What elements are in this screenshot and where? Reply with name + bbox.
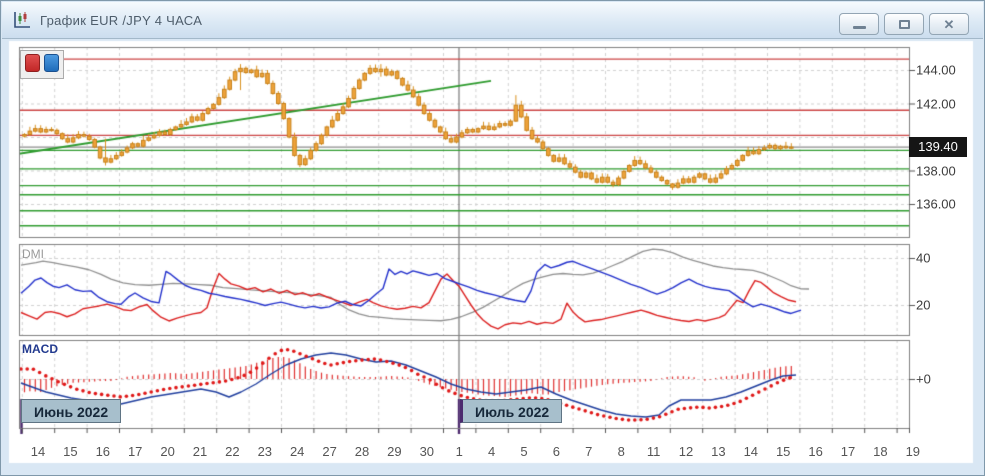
- date-axis-label: 8: [617, 444, 625, 459]
- date-axis-label: 4: [487, 444, 496, 459]
- date-axis-label: 22: [225, 444, 240, 459]
- price-axis-label: 144.00: [916, 62, 956, 78]
- date-axis-label: 7: [585, 444, 593, 459]
- candlestick-chart-icon: [12, 10, 32, 30]
- red-square-tool-button[interactable]: [25, 54, 40, 72]
- restore-button[interactable]: [884, 13, 924, 35]
- restore-icon: [898, 19, 910, 29]
- price-axis-label: 138.00: [916, 163, 956, 178]
- close-icon: ✕: [943, 16, 955, 32]
- date-axis-label: 16: [808, 444, 823, 459]
- date-axis-label: 14: [743, 444, 759, 459]
- date-axis-label: 23: [257, 444, 273, 459]
- month-label-july: Июль 2022: [460, 399, 563, 423]
- window-title: График EUR /JPY 4 ЧАСА: [40, 12, 203, 28]
- month-label-june: Июнь 2022: [21, 399, 122, 423]
- date-axis-label: 29: [387, 444, 402, 459]
- date-axis-label: 28: [354, 444, 370, 459]
- titlebar[interactable]: График EUR /JPY 4 ЧАСА ✕: [2, 2, 983, 39]
- dmi-axis-label: 40: [916, 250, 931, 266]
- dmi-pane-label: DMI: [22, 247, 44, 261]
- date-axis-label: 19: [905, 444, 921, 459]
- date-axis-label: 6: [552, 444, 561, 459]
- macd-zero-label: +0: [916, 371, 931, 387]
- date-axis-label: 14: [30, 444, 46, 459]
- date-axis-label: 13: [711, 444, 726, 459]
- date-axis-label: 27: [322, 444, 337, 459]
- dmi-axis-label: 20: [916, 297, 931, 313]
- current-price-badge: 139.40: [909, 137, 967, 157]
- date-axis-label: 17: [840, 444, 856, 459]
- date-axis-label: 21: [192, 444, 208, 459]
- date-axis-label: 15: [63, 444, 78, 459]
- window-controls: ✕: [839, 13, 969, 35]
- macd-pane-label: MACD: [22, 342, 58, 356]
- minimize-icon: [852, 25, 866, 29]
- date-axis-label: 1: [455, 444, 463, 459]
- date-axis-label: 30: [419, 444, 435, 459]
- date-axis-label: 16: [95, 444, 111, 459]
- blue-square-tool-button[interactable]: [44, 54, 59, 72]
- date-axis-label: 11: [646, 444, 661, 459]
- date-axis-label: 12: [678, 444, 694, 459]
- minimize-button[interactable]: [839, 13, 879, 35]
- price-axis-label: 142.00: [916, 96, 956, 111]
- price-axis-label: 136.00: [916, 196, 956, 212]
- chart-toolbar: [20, 50, 64, 79]
- close-button[interactable]: ✕: [929, 13, 969, 35]
- date-axis-label: 17: [127, 444, 143, 459]
- date-axis-label: 24: [289, 444, 305, 459]
- date-axis-label: 15: [775, 444, 791, 459]
- date-axis-label: 18: [873, 444, 888, 459]
- date-axis-label: 20: [160, 444, 175, 459]
- date-axis-label: 5: [520, 444, 528, 459]
